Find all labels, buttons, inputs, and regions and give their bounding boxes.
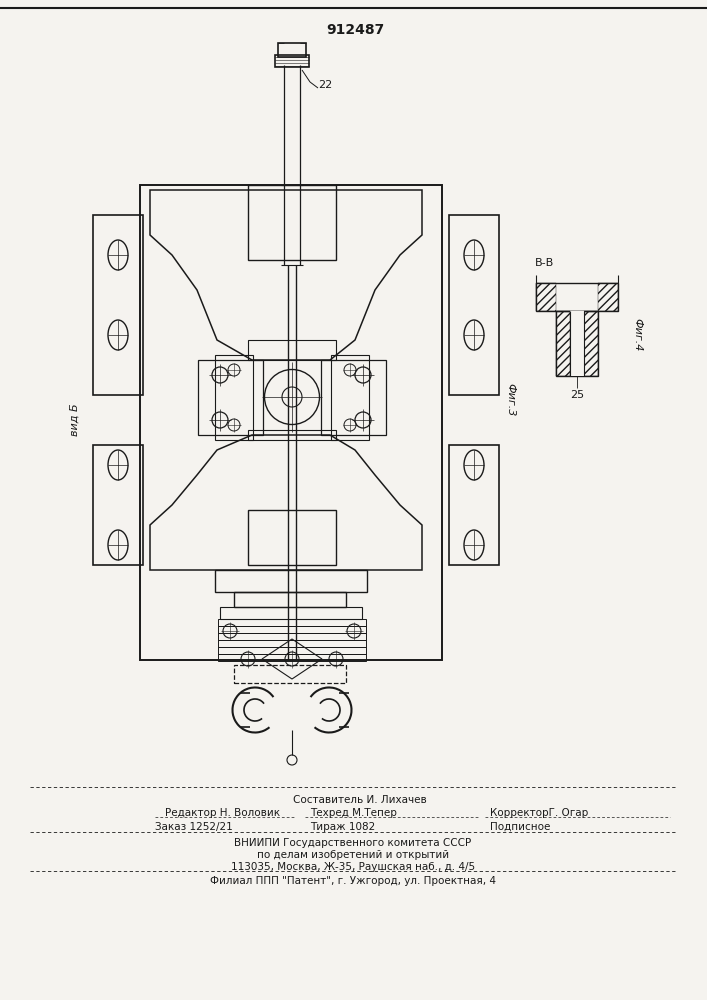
Bar <box>556 311 598 376</box>
Bar <box>218 633 366 640</box>
Bar <box>215 570 367 592</box>
Bar <box>218 654 366 661</box>
Text: Фиг.3: Фиг.3 <box>505 383 515 417</box>
Bar <box>248 430 336 440</box>
Bar <box>449 215 499 395</box>
Bar <box>234 665 346 683</box>
Bar <box>248 185 336 260</box>
Text: Заказ 1252/21: Заказ 1252/21 <box>155 822 233 832</box>
Text: Техред М.Тепер: Техред М.Тепер <box>310 808 397 818</box>
Text: Фиг.4: Фиг.4 <box>632 318 642 352</box>
Text: по делам изобретений и открытий: по делам изобретений и открытий <box>257 850 449 860</box>
Bar <box>321 360 386 435</box>
Text: В-В: В-В <box>535 258 554 268</box>
Bar <box>598 283 618 311</box>
Text: 22: 22 <box>318 80 332 90</box>
Bar <box>215 355 253 440</box>
Text: 113035, Москва, Ж-35, Раушская наб., д. 4/5: 113035, Москва, Ж-35, Раушская наб., д. … <box>231 862 475 872</box>
Bar <box>218 619 366 626</box>
Text: Подписное: Подписное <box>490 822 550 832</box>
Text: 912487: 912487 <box>326 23 384 37</box>
Bar <box>536 283 556 311</box>
Text: Редактор Н. Воловик: Редактор Н. Воловик <box>165 808 280 818</box>
Bar <box>556 311 570 376</box>
Bar <box>536 283 618 311</box>
Text: КорректорГ. Огар: КорректорГ. Огар <box>490 808 588 818</box>
Bar <box>248 340 336 360</box>
Bar <box>220 607 362 619</box>
Bar <box>140 185 442 660</box>
Bar <box>570 311 584 376</box>
Bar <box>584 311 598 376</box>
Bar <box>275 55 309 67</box>
Text: Филиал ППП "Патент", г. Ужгород, ул. Проектная, 4: Филиал ППП "Патент", г. Ужгород, ул. Про… <box>210 876 496 886</box>
Bar <box>331 355 369 440</box>
Text: Тираж 1082: Тираж 1082 <box>310 822 375 832</box>
Text: вид Б: вид Б <box>70 404 80 436</box>
Bar <box>234 592 346 607</box>
Bar <box>218 626 366 633</box>
Text: Составитель И. Лихачев: Составитель И. Лихачев <box>293 795 427 805</box>
Bar <box>93 215 143 395</box>
Bar <box>449 445 499 565</box>
Text: 25: 25 <box>570 390 584 400</box>
Text: ВНИИПИ Государственного комитета СССР: ВНИИПИ Государственного комитета СССР <box>235 838 472 848</box>
Bar <box>93 445 143 565</box>
Bar <box>218 647 366 654</box>
Bar <box>278 43 306 57</box>
Bar <box>218 640 366 647</box>
Bar <box>198 360 263 435</box>
Bar <box>248 510 336 565</box>
